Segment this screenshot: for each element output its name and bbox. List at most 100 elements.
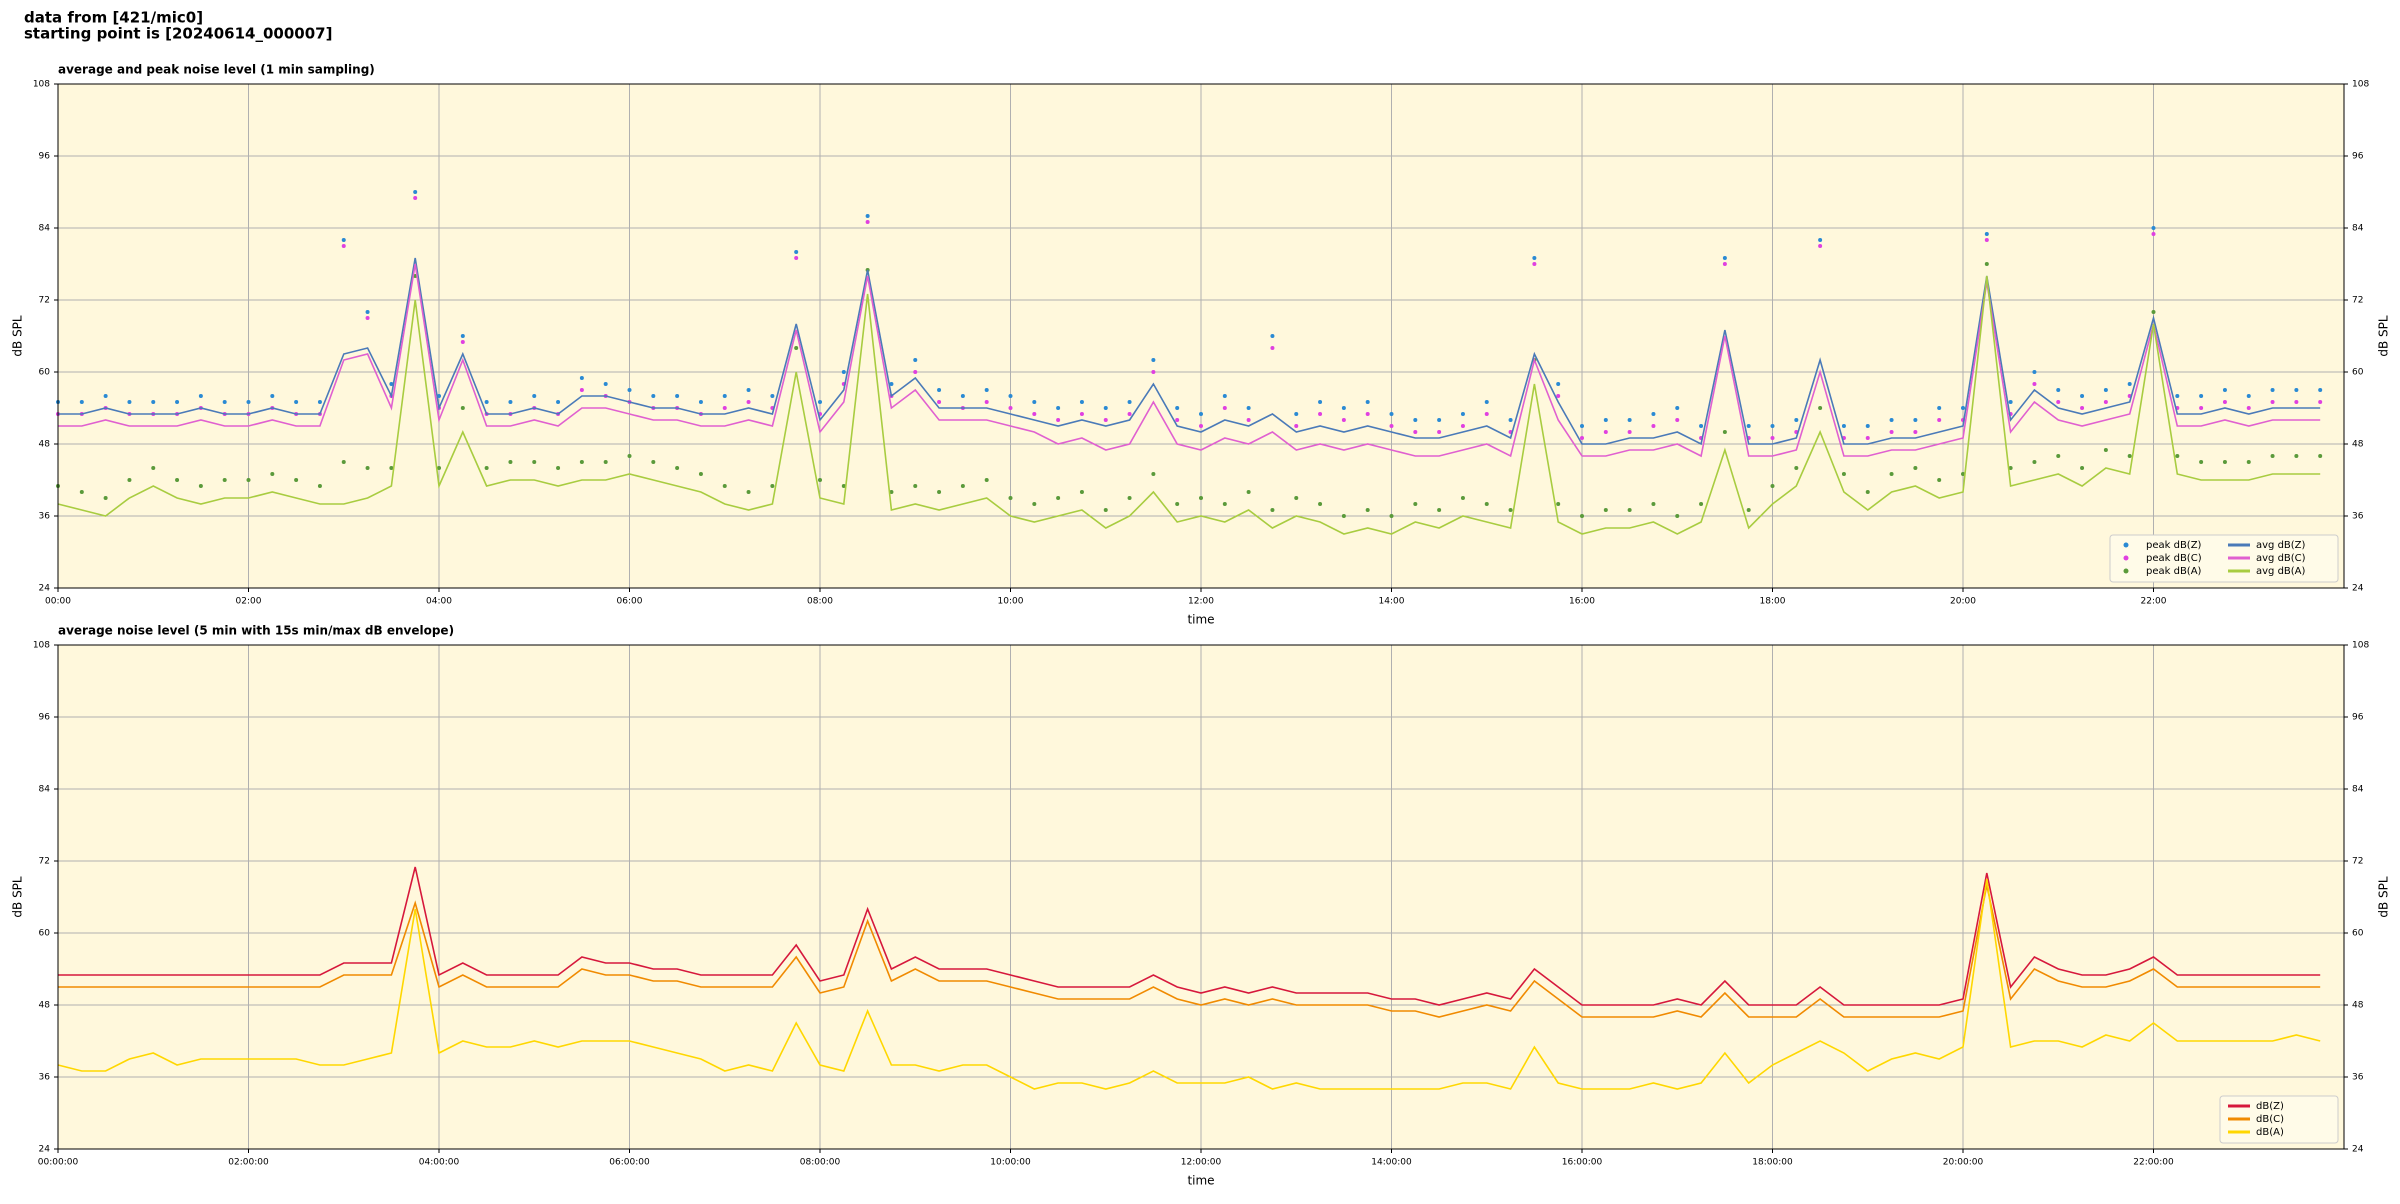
y-axis-label: dB SPL xyxy=(11,315,25,357)
peak-point xyxy=(1079,412,1084,416)
peak-point xyxy=(2246,406,2251,410)
peak-point xyxy=(984,400,989,404)
y-tick-label: 108 xyxy=(33,80,50,90)
peak-point xyxy=(127,400,132,404)
peak-point xyxy=(317,400,322,404)
peak-point xyxy=(1175,418,1180,422)
peak-point xyxy=(437,466,441,470)
peak-point xyxy=(1818,238,1823,242)
peak-point xyxy=(794,250,799,254)
peak-point xyxy=(341,238,346,242)
x-tick-label: 14:00:00 xyxy=(1371,1158,1412,1168)
peak-point xyxy=(1913,418,1918,422)
peak-point xyxy=(1365,508,1370,512)
peak-point xyxy=(508,460,513,464)
peak-point xyxy=(1199,424,1203,428)
peak-point xyxy=(1651,502,1656,506)
peak-point xyxy=(603,460,608,464)
y2-tick-label: 108 xyxy=(2352,80,2369,90)
peak-point xyxy=(2080,466,2085,470)
peak-point xyxy=(1270,508,1275,512)
peak-point xyxy=(1151,472,1156,476)
peak-point xyxy=(1365,412,1370,416)
chart-title: average and peak noise level (1 min samp… xyxy=(58,63,375,77)
peak-point xyxy=(722,406,727,410)
peak-point xyxy=(2294,454,2299,458)
peak-point xyxy=(79,400,84,404)
y-tick-label: 84 xyxy=(39,224,51,234)
peak-point xyxy=(270,472,275,476)
peak-point xyxy=(1127,400,1132,404)
peak-point xyxy=(1532,256,1537,260)
peak-point xyxy=(1841,424,1846,428)
peak-point xyxy=(246,478,251,482)
peak-point xyxy=(127,478,132,482)
peak-point xyxy=(1437,508,1442,512)
x-tick-label: 00:00 xyxy=(45,597,71,607)
peak-point xyxy=(1818,244,1823,248)
y2-tick-label: 48 xyxy=(2352,1001,2364,1011)
peak-point xyxy=(1103,508,1108,512)
y2-axis-label: dB SPL xyxy=(2377,315,2391,357)
peak-point xyxy=(1556,394,1561,398)
legend-marker xyxy=(2123,555,2129,561)
peak-point xyxy=(2294,400,2299,404)
y-tick-label: 84 xyxy=(39,785,51,795)
legend-marker xyxy=(2123,568,2129,574)
peak-point xyxy=(2056,388,2061,392)
peak-point xyxy=(1984,262,1989,266)
peak-point xyxy=(532,460,537,464)
peak-point xyxy=(1603,418,1608,422)
peak-point xyxy=(1865,490,1870,494)
peak-point xyxy=(1556,502,1561,506)
peak-point xyxy=(698,400,703,404)
y2-tick-label: 60 xyxy=(2352,929,2364,939)
plot-frame xyxy=(57,644,2345,1150)
peak-point xyxy=(2127,454,2132,458)
peak-point xyxy=(460,340,465,344)
peak-point xyxy=(675,466,680,470)
peak-point xyxy=(151,466,156,470)
y-axis-label: dB SPL xyxy=(11,876,25,918)
peak-point xyxy=(79,490,84,494)
peak-point xyxy=(1008,406,1013,410)
peak-point xyxy=(1222,406,1227,410)
peak-point xyxy=(1318,502,1323,506)
legend-label: dB(C) xyxy=(2256,1114,2284,1125)
peak-point xyxy=(913,370,918,374)
peak-point xyxy=(2056,400,2061,404)
x-tick-label: 20:00 xyxy=(1950,597,1976,607)
peak-point xyxy=(2246,394,2251,398)
peak-point xyxy=(1556,382,1561,386)
peak-point xyxy=(294,478,299,482)
peak-point xyxy=(175,400,180,404)
peak-point xyxy=(1699,502,1704,506)
peak-point xyxy=(746,400,751,404)
peak-point xyxy=(1246,406,1251,410)
peak-point xyxy=(2246,460,2251,464)
peak-point xyxy=(865,214,870,218)
peak-point xyxy=(1056,418,1061,422)
peak-point xyxy=(1722,430,1727,434)
x-tick-label: 22:00 xyxy=(2141,597,2167,607)
peak-point xyxy=(579,376,584,380)
peak-point xyxy=(2175,394,2180,398)
legend-label: peak dB(A) xyxy=(2146,566,2202,577)
peak-point xyxy=(579,460,584,464)
legend-label: dB(A) xyxy=(2256,1127,2284,1138)
peak-point xyxy=(1770,484,1775,488)
y2-tick-label: 96 xyxy=(2352,152,2364,162)
peak-point xyxy=(794,346,799,350)
peak-point xyxy=(1580,436,1584,440)
peak-point xyxy=(937,400,942,404)
peak-point xyxy=(103,394,108,398)
peak-point xyxy=(913,484,918,488)
peak-point xyxy=(1413,418,1418,422)
peak-point xyxy=(1341,406,1346,410)
peak-point xyxy=(1222,502,1227,506)
peak-point xyxy=(2103,400,2108,404)
x-tick-label: 02:00:00 xyxy=(228,1158,269,1168)
y2-tick-label: 72 xyxy=(2352,296,2363,306)
peak-point xyxy=(1603,430,1608,434)
peak-point xyxy=(1151,370,1156,374)
